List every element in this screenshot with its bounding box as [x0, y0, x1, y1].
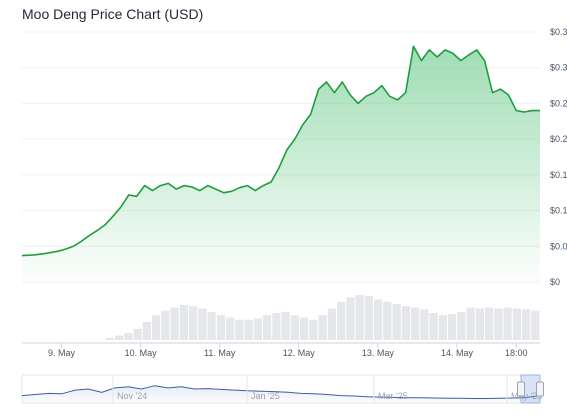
volume-bar — [346, 297, 355, 340]
volume-bar — [105, 337, 114, 340]
y-tick-label: $0 — [550, 277, 560, 287]
volume-bar — [438, 315, 447, 340]
navigator-tick-label: Nov '24 — [117, 391, 147, 401]
y-tick-label: $0.3 — [550, 63, 567, 73]
volume-bar — [244, 319, 253, 340]
volume-bar — [152, 315, 161, 340]
volume-bar — [374, 299, 383, 340]
volume-bar — [142, 322, 151, 340]
x-tick-label: 11. May — [204, 348, 236, 358]
y-tick-label: $0.0 — [550, 241, 567, 251]
volume-bar — [411, 307, 420, 340]
volume-bar — [161, 310, 170, 340]
volume-bar — [522, 309, 531, 340]
volume-bar — [420, 309, 429, 340]
range-navigator[interactable]: Nov '24 Jan '25 Mar '25 May '25 — [21, 374, 544, 404]
volume-bar — [124, 333, 133, 340]
navigator-line — [21, 385, 541, 399]
volume-bars — [105, 295, 540, 340]
navigator-area — [22, 385, 540, 403]
navigator-handle[interactable] — [536, 381, 544, 397]
volume-bar — [263, 315, 272, 340]
price-area — [21, 45, 540, 282]
volume-bar — [235, 319, 244, 340]
volume-bar — [512, 308, 521, 340]
x-tick-label: 12. May — [283, 348, 316, 358]
volume-bar — [457, 312, 466, 340]
y-tick-label: $0.2 — [550, 98, 567, 108]
volume-bar — [383, 301, 392, 340]
y-tick-label: $0.2 — [550, 134, 567, 144]
volume-bar — [448, 313, 457, 340]
volume-bar — [466, 307, 475, 340]
volume-bar — [485, 307, 494, 340]
volume-bar — [253, 318, 262, 340]
x-tick-label: 13. May — [362, 348, 395, 358]
volume-bar — [272, 313, 281, 340]
volume-bar — [392, 304, 401, 340]
volume-bar — [198, 308, 207, 340]
volume-bar — [355, 295, 364, 340]
volume-bar — [300, 317, 309, 340]
volume-bar — [494, 308, 503, 340]
chart-title: Moo Deng Price Chart (USD) — [22, 6, 204, 22]
volume-bar — [281, 312, 290, 340]
volume-bar — [318, 315, 327, 340]
x-axis-ticks: 9. May 10. May 11. May 12. May 13. May 14. Ma… — [48, 343, 528, 358]
volume-bar — [115, 335, 124, 340]
volume-bar — [207, 312, 216, 340]
x-tick-label: 14. May — [441, 348, 474, 358]
x-tick-label: 18:00 — [505, 348, 528, 358]
y-tick-label: $0.3 — [550, 27, 567, 37]
navigator-tick-label: Jan '25 — [251, 391, 280, 401]
y-axis-ticks: $0 $0.0 $0.1 $0.15 $0.2 $0.2 $0.3 $0.3 — [550, 27, 567, 287]
volume-bar — [327, 308, 336, 340]
volume-bar — [133, 328, 142, 340]
y-tick-label: $0.1 — [550, 206, 567, 216]
navigator-tick-label: Mar '25 — [378, 391, 408, 401]
volume-bar — [401, 306, 410, 340]
volume-bar — [503, 307, 512, 340]
volume-bar — [337, 301, 346, 340]
volume-bar — [429, 313, 438, 340]
price-line — [21, 45, 540, 257]
navigator-handle[interactable] — [517, 381, 525, 397]
volume-bar — [309, 319, 318, 340]
navigator-tick-label: May '25 — [511, 391, 542, 401]
volume-bar — [531, 310, 540, 340]
volume-bar — [189, 306, 198, 340]
volume-bar — [216, 315, 225, 340]
volume-bar — [179, 304, 188, 340]
x-tick-label: 10. May — [125, 348, 158, 358]
volume-bar — [364, 295, 373, 340]
x-tick-label: 9. May — [48, 348, 76, 358]
volume-bar — [170, 307, 179, 340]
volume-bar — [475, 308, 484, 340]
volume-bar — [226, 317, 235, 340]
volume-bar — [290, 315, 299, 340]
y-tick-label: $0.15 — [550, 170, 567, 180]
